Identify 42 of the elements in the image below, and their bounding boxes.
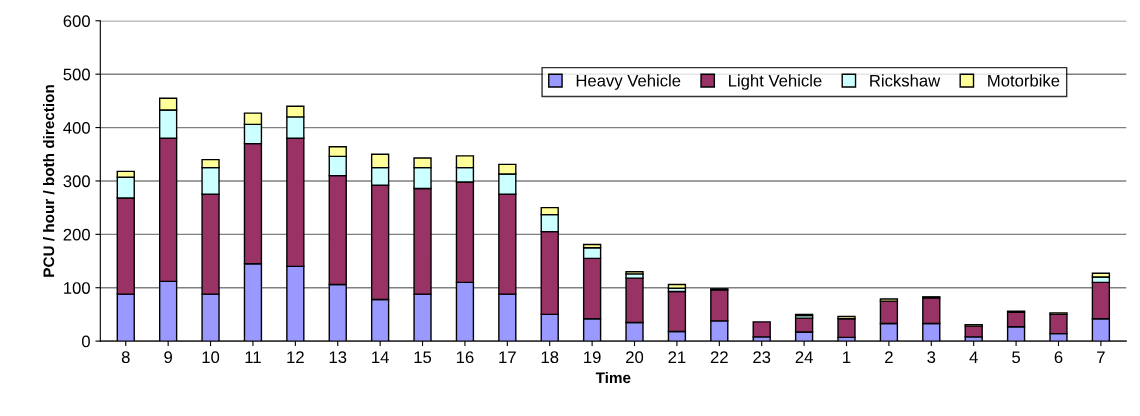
x-tick-label: 24 xyxy=(795,351,813,363)
x-tick-label: 9 xyxy=(164,351,172,364)
y-tick-label: 600 xyxy=(63,15,90,27)
legend-label: Light Vehicle xyxy=(729,74,822,90)
y-tick-label: 100 xyxy=(64,282,90,294)
x-axis-title: Time xyxy=(595,371,631,384)
bar xyxy=(837,318,856,339)
x-tick-label: 1 xyxy=(843,351,851,363)
x-tick-label: 2 xyxy=(885,351,893,363)
y-tick-label: 400 xyxy=(63,121,90,134)
x-tick-label: 23 xyxy=(753,351,771,364)
x-tick-label: 4 xyxy=(969,351,978,363)
x-tick-label: 15 xyxy=(414,351,432,364)
legend-label: Heavy Vehicle xyxy=(576,74,681,90)
x-tick-label: 11 xyxy=(245,351,261,363)
x-tick-label: 18 xyxy=(541,351,559,364)
y-tick-label: 500 xyxy=(63,68,90,81)
bar xyxy=(964,325,983,338)
legend-label: Rickshaw xyxy=(870,74,941,87)
legend-label: Motorbike xyxy=(988,74,1060,87)
y-axis-title: PCU / hour / both direction xyxy=(43,85,55,277)
x-tick-label: 8 xyxy=(121,351,130,364)
x-tick-label: 16 xyxy=(456,351,474,364)
x-tick-label: 22 xyxy=(710,351,728,363)
bar xyxy=(625,271,644,275)
y-tick-label: 0 xyxy=(81,335,90,348)
bar xyxy=(752,321,771,338)
y-tick-label: 200 xyxy=(63,228,90,241)
x-tick-label: 12 xyxy=(287,351,304,363)
y-tick-label: 300 xyxy=(63,175,90,188)
x-tick-label: 13 xyxy=(329,351,347,364)
x-tick-label: 3 xyxy=(927,351,936,364)
x-tick-label: 7 xyxy=(1097,351,1105,363)
x-tick-label: 14 xyxy=(372,351,389,363)
x-tick-label: 21 xyxy=(668,351,686,363)
x-tick-label: 17 xyxy=(499,351,516,363)
x-tick-label: 10 xyxy=(202,351,220,364)
x-tick-label: 19 xyxy=(584,351,601,364)
x-tick-label: 6 xyxy=(1054,351,1063,364)
bar xyxy=(667,283,687,289)
x-tick-label: 5 xyxy=(1012,351,1021,364)
x-tick-label: 20 xyxy=(626,351,644,364)
